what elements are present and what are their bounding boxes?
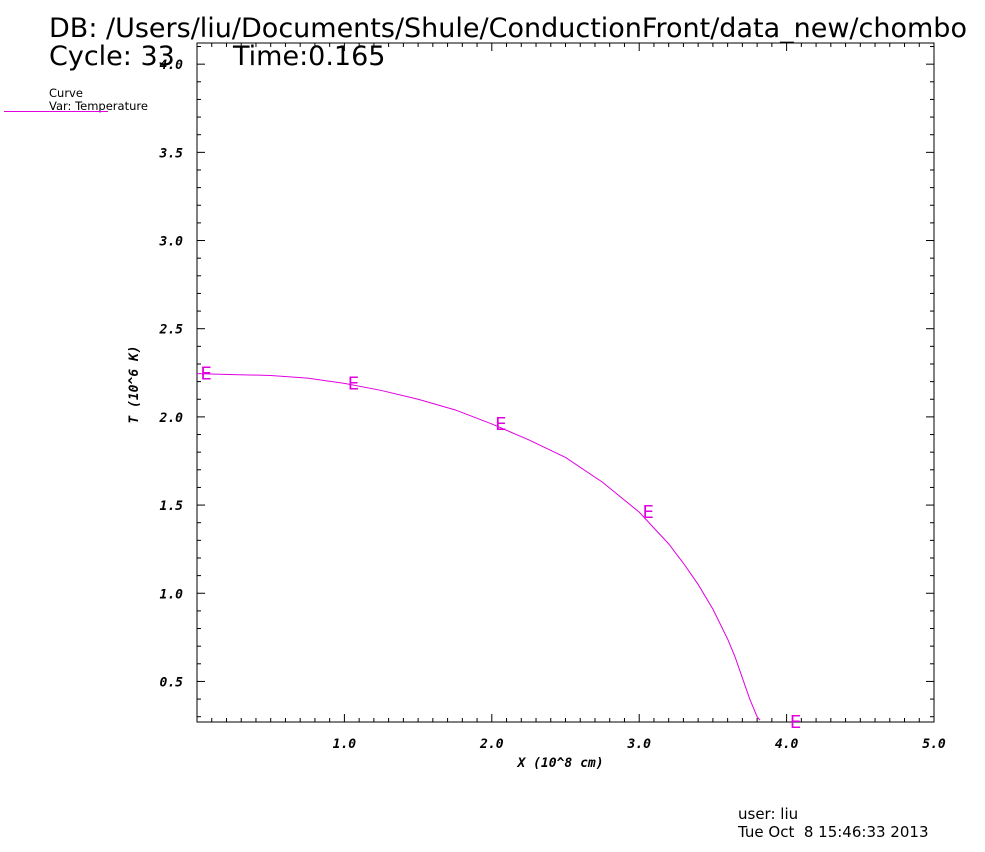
time-label: Time:0.165 <box>233 41 386 72</box>
y-tick-label: 3.0 <box>159 235 184 250</box>
curve-marker-label: E <box>348 373 359 394</box>
timestamp-label: Tue Oct 8 15:46:33 2013 <box>738 823 929 841</box>
y-tick-label: 2.5 <box>159 323 184 338</box>
x-tick-label: 3.0 <box>626 737 651 752</box>
cycle-label: Cycle: 33 <box>49 41 175 72</box>
x-axis-title: X (10^8 cm) <box>516 756 603 771</box>
curve-marker-label: E <box>200 364 211 385</box>
y-tick-label: 4.0 <box>160 58 184 73</box>
y-tick-label: 0.5 <box>160 675 184 690</box>
y-tick-label: 1.5 <box>160 499 184 514</box>
cycle-time-row: Cycle: 33 Time:0.165 <box>49 40 385 74</box>
y-axis-title: T (10^6 K) <box>127 345 142 423</box>
plot-frame <box>196 42 935 723</box>
y-tick-label: 1.0 <box>160 587 184 602</box>
legend-var-label: Var: Temperature <box>49 99 148 113</box>
y-tick-label: 2.0 <box>159 411 184 426</box>
user-info: user: liu Tue Oct 8 15:46:33 2013 <box>738 805 928 841</box>
y-tick-label: 3.5 <box>159 146 184 161</box>
x-tick-label: 4.0 <box>775 737 799 752</box>
curve-marker-label: E <box>643 502 654 523</box>
database-path-label: DB: /Users/liu/Documents/Shule/Conductio… <box>49 13 967 44</box>
user-label: user: liu <box>738 805 799 823</box>
legend-swatch-line <box>4 111 108 112</box>
x-tick-label: 2.0 <box>479 737 504 752</box>
series-line-temperature <box>196 373 761 721</box>
legend: Curve Var: Temperature <box>49 87 148 113</box>
x-tick-label: 5.0 <box>922 737 946 752</box>
curve-marker-label: E <box>495 414 506 435</box>
x-tick-label: 1.0 <box>333 737 357 752</box>
curve-marker-label: E <box>790 712 801 733</box>
legend-title: Curve <box>49 86 83 100</box>
